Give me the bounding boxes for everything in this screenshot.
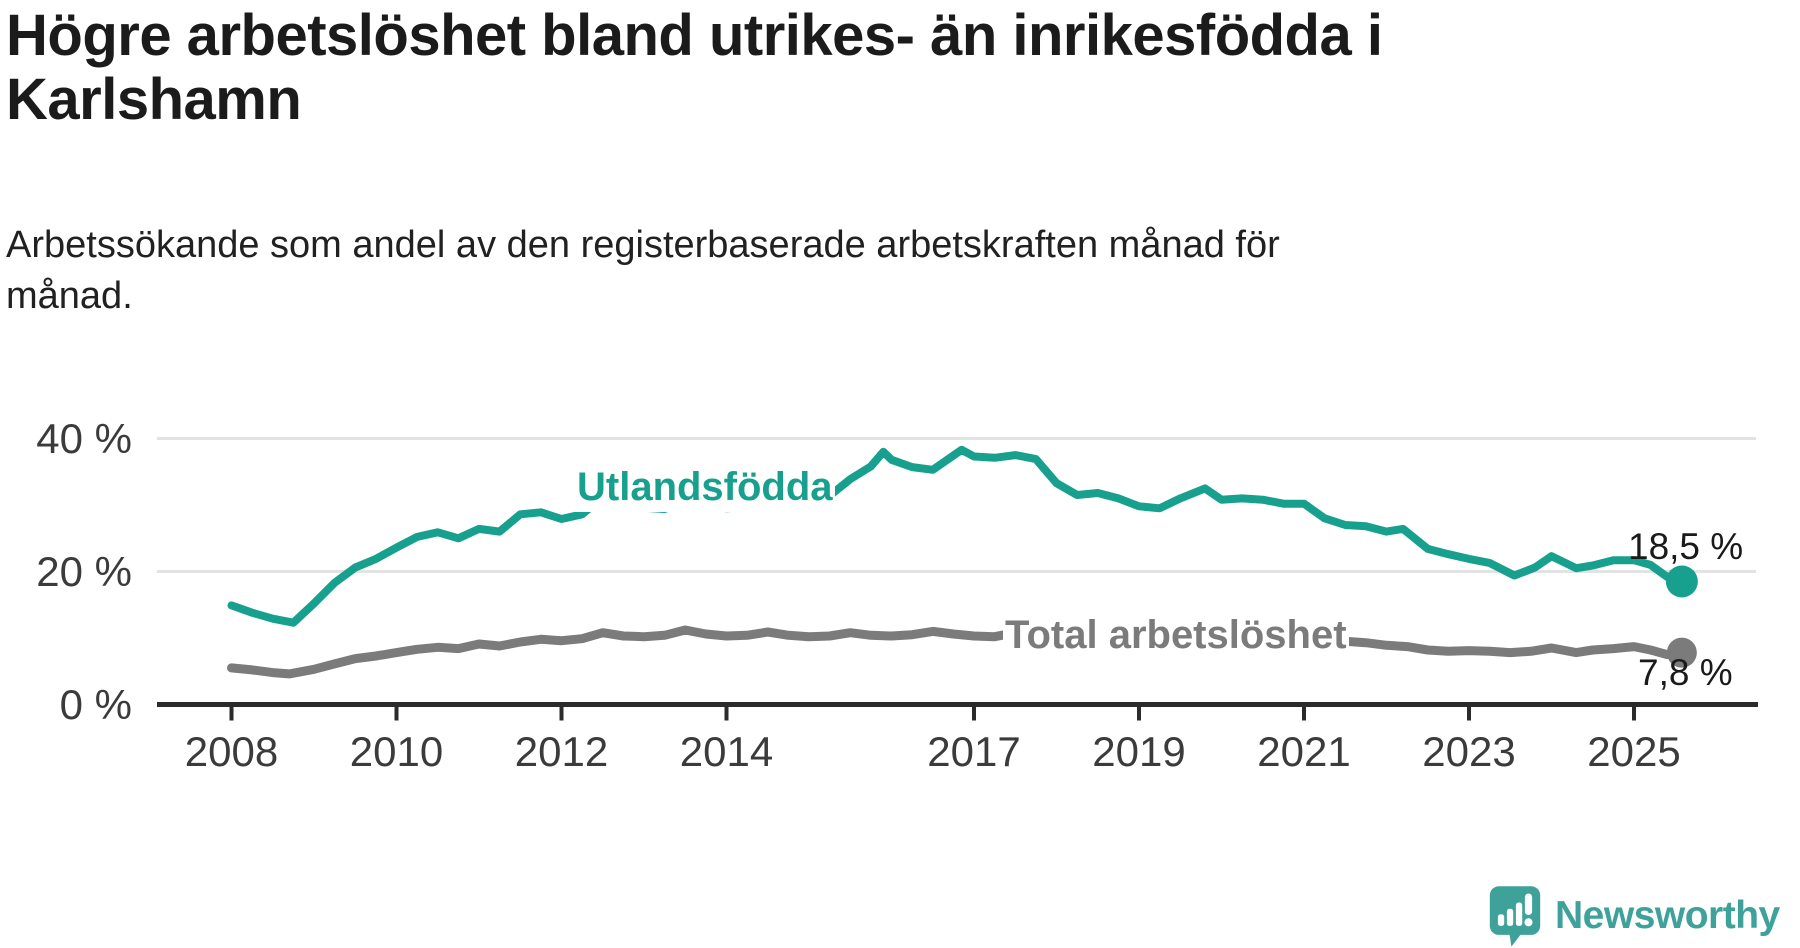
end-value-label-total: 7,8 % bbox=[1638, 652, 1733, 693]
x-axis-label-2023: 2023 bbox=[1422, 728, 1516, 775]
series-line-total bbox=[227, 625, 1687, 679]
x-axis-label-2017: 2017 bbox=[927, 728, 1021, 775]
chart-title-line-2: Karlshamn bbox=[6, 67, 302, 132]
series-label-utlandsfodda: Utlandsfödda bbox=[575, 462, 835, 512]
chart-title: Högre arbetslöshet bland utrikes- än inr… bbox=[6, 4, 1766, 132]
logo-bar-3 bbox=[1515, 902, 1523, 926]
x-axis-label-2021: 2021 bbox=[1257, 728, 1351, 775]
series-end-dot-total bbox=[1666, 637, 1697, 668]
series-label-total-arbetsloshet: Total arbetslöshet bbox=[1003, 612, 1349, 658]
logo-exclamation-bar bbox=[1524, 893, 1533, 916]
y-axis-label-0: 0 % bbox=[59, 680, 132, 728]
x-axis-label-2019: 2019 bbox=[1092, 728, 1186, 775]
newsworthy-logo-text: Newsworthy bbox=[1555, 894, 1780, 937]
series-line-utlandsfodda bbox=[227, 445, 1686, 627]
x-axis-label-2010: 2010 bbox=[349, 728, 444, 775]
newsworthy-logo-icon bbox=[1489, 886, 1541, 947]
logo-bubble-shape bbox=[1489, 886, 1541, 947]
end-value-label-utlandsfodda: 18,5 % bbox=[1628, 526, 1744, 567]
x-axis-label-2012: 2012 bbox=[514, 728, 609, 775]
logo-exclamation-dot bbox=[1524, 918, 1533, 927]
x-axis-label-2008: 2008 bbox=[184, 728, 279, 775]
series-end-dot-utlandsfodda bbox=[1665, 565, 1698, 598]
newsworthy-logo: Newsworthy bbox=[1488, 884, 1780, 948]
y-axis-label-40: 40 % bbox=[36, 414, 132, 462]
chart-subtitle-line-2: månad. bbox=[6, 275, 133, 317]
chart-subtitle-line-1: Arbetssökande som andel av den registerb… bbox=[6, 224, 1280, 266]
chart-title-line-1: Högre arbetslöshet bland utrikes- än inr… bbox=[6, 3, 1383, 68]
y-axis-label-20: 20 % bbox=[36, 547, 132, 595]
logo-bar-2 bbox=[1506, 908, 1514, 926]
x-axis-label-2014: 2014 bbox=[679, 728, 774, 775]
chart-subtitle: Arbetssökande som andel av den registerb… bbox=[6, 220, 1706, 322]
logo-bar-1 bbox=[1497, 914, 1505, 926]
x-axis-label-2025: 2025 bbox=[1587, 728, 1681, 775]
